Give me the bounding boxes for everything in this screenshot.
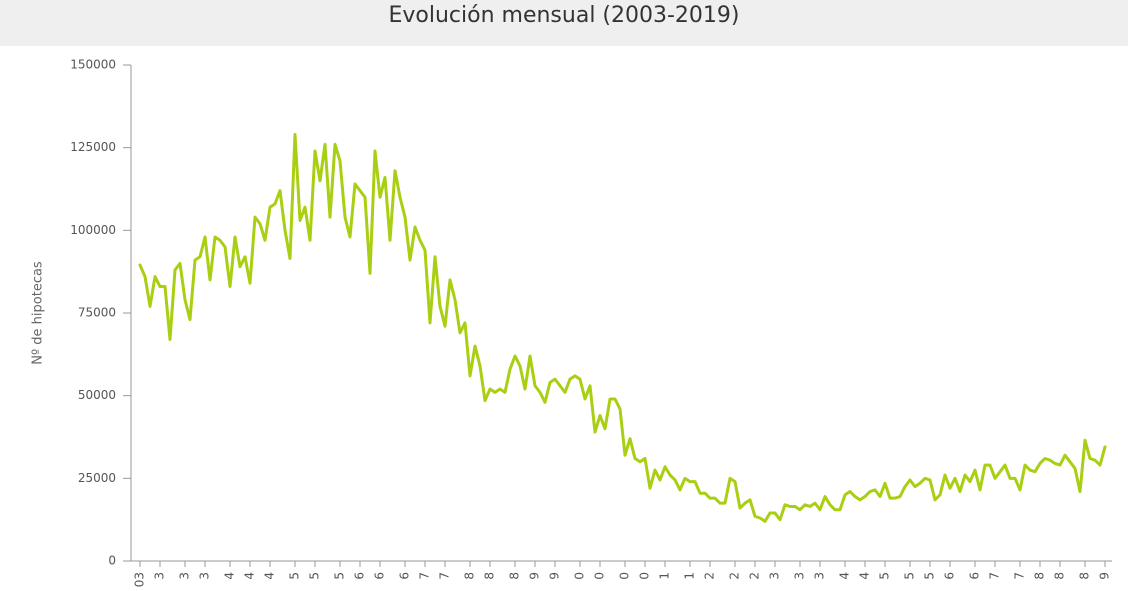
x-tick-label: 8	[463, 572, 477, 580]
x-tick-label: 8	[1033, 572, 1047, 580]
x-tick-label: 6	[968, 572, 982, 580]
data-line	[138, 132, 1107, 523]
x-tick-label: 7	[418, 572, 432, 580]
x-tick-label: 2	[703, 572, 717, 580]
x-tick-label: 0	[593, 572, 607, 580]
x-tick-label: 03	[133, 572, 147, 587]
x-tick-label: 4	[838, 572, 852, 580]
x-tick-label: 4	[263, 572, 277, 580]
x-tick-label: 5	[903, 572, 917, 580]
x-tick-label: 9	[528, 572, 542, 580]
x-tick-label: 4	[858, 572, 872, 580]
x-tick-label: 8	[483, 572, 497, 580]
x-tick-label: 6	[353, 572, 367, 580]
x-tick-label: 9	[548, 572, 562, 580]
x-tick-label: 7	[1013, 572, 1027, 580]
x-tick-label: 4	[223, 572, 237, 580]
x-tick-label: 3	[793, 572, 807, 580]
x-tick-label: 1	[683, 572, 697, 580]
x-tick-label: 2	[748, 572, 762, 580]
x-tick-label: 0	[573, 572, 587, 580]
x-tick-label: 5	[333, 572, 347, 580]
y-tick-label: 125000	[70, 140, 116, 154]
x-tick-label: 3	[198, 572, 212, 580]
x-tick-label: 5	[308, 572, 322, 580]
x-tick-label: 8	[1053, 572, 1067, 580]
y-axis-label: Nº de hipotecas	[31, 261, 46, 365]
x-tick-label: 2	[728, 572, 742, 580]
x-tick-label: 4	[243, 572, 257, 580]
y-tick-label: 150000	[70, 58, 116, 72]
y-tick-label: 50000	[78, 388, 116, 402]
x-tick-label: 5	[923, 572, 937, 580]
x-tick-label: 3	[153, 572, 167, 580]
x-tick-label: 3	[768, 572, 782, 580]
x-tick-label: 9	[1098, 572, 1112, 580]
x-tick-label: 8	[508, 572, 522, 580]
y-tick-label: 0	[108, 554, 116, 568]
y-tick-label: 100000	[70, 223, 116, 237]
x-tick-label: 3	[178, 572, 192, 580]
header-bar	[0, 0, 1128, 46]
x-tick-label: 1	[658, 572, 672, 580]
y-tick-label: 25000	[78, 471, 116, 485]
x-tick-label: 6	[943, 572, 957, 580]
x-tick-label: 7	[438, 572, 452, 580]
x-tick-label: 0	[618, 572, 632, 580]
x-tick-label: 6	[398, 572, 412, 580]
x-tick-label: 7	[988, 572, 1002, 580]
chart-title: Evolución mensual (2003-2019)	[388, 3, 739, 28]
x-tick-label: 5	[288, 572, 302, 580]
x-tick-label: 8	[1078, 572, 1092, 580]
x-tick-label: 3	[813, 572, 827, 580]
y-tick-label: 75000	[78, 306, 116, 320]
x-tick-label: 6	[373, 572, 387, 580]
x-tick-label: 5	[878, 572, 892, 580]
x-tick-label: 0	[638, 572, 652, 580]
